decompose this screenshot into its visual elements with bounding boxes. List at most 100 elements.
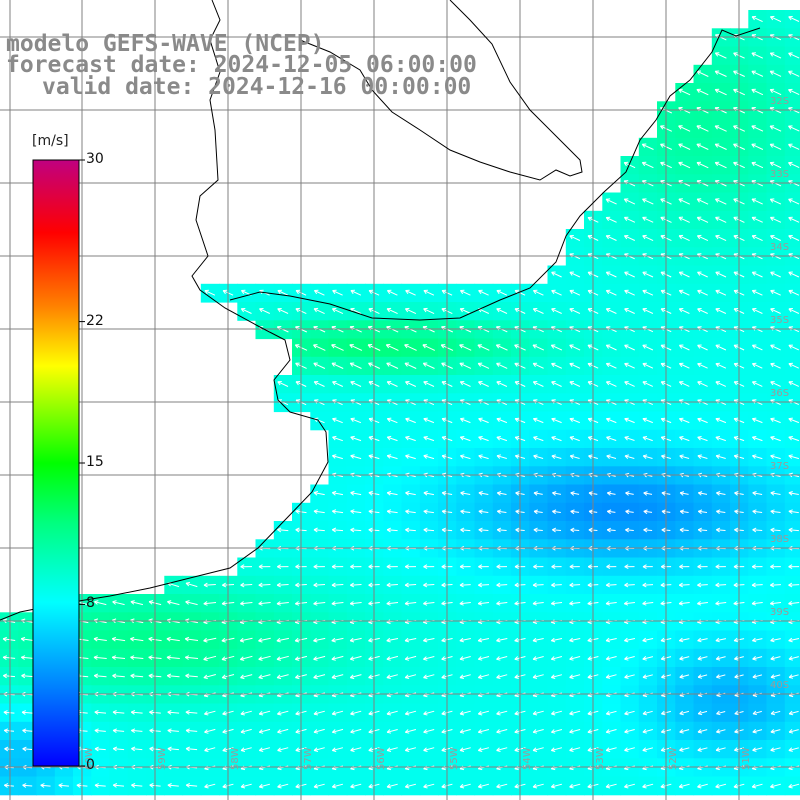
- wind-arrow: [405, 490, 416, 496]
- wind-arrow: [770, 564, 781, 570]
- wind-arrow: [697, 454, 708, 459]
- wind-arrow: [313, 564, 325, 570]
- lon-label: 60W: [84, 747, 95, 770]
- wind-arrow: [258, 783, 271, 789]
- wind-arrow: [386, 509, 398, 514]
- wind-arrow: [605, 656, 617, 661]
- wind-arrow: [770, 15, 782, 23]
- wind-arrow: [386, 435, 398, 442]
- wind-arrow: [770, 729, 781, 734]
- wind-arrow: [569, 747, 581, 752]
- wind-arrow: [22, 746, 33, 752]
- wind-arrow: [331, 783, 344, 789]
- wind-arrow: [714, 125, 727, 132]
- wind-arrow: [714, 143, 727, 150]
- wind-arrow: [532, 381, 544, 387]
- wind-arrow: [386, 783, 398, 789]
- wind-arrow: [185, 746, 198, 752]
- wind-arrow: [276, 637, 290, 643]
- wind-arrow: [642, 381, 654, 387]
- wind-arrow: [331, 710, 344, 716]
- wind-arrow: [477, 600, 490, 606]
- wind-arrow: [569, 600, 581, 606]
- wind-arrow: [459, 656, 471, 661]
- wind-arrow: [349, 601, 362, 606]
- wind-arrow: [385, 344, 399, 351]
- wind-arrow: [605, 747, 617, 752]
- wind-cell: [784, 64, 800, 84]
- wind-arrow: [203, 637, 217, 643]
- wind-arrow: [167, 600, 180, 606]
- wind-arrow: [551, 600, 563, 606]
- wind-arrow: [697, 564, 708, 570]
- wind-arrow: [350, 381, 362, 387]
- wind-arrow: [240, 710, 252, 716]
- wind-arrow: [496, 381, 508, 387]
- wind-arrow: [642, 656, 654, 661]
- wind-arrow: [788, 143, 800, 150]
- wind-arrow: [258, 674, 271, 680]
- wind-arrow: [678, 783, 690, 789]
- wind-arrow: [550, 747, 563, 752]
- wind-arrow: [203, 601, 217, 606]
- wind-arrow: [697, 747, 708, 752]
- wind-arrow: [405, 527, 416, 533]
- wind-arrow: [496, 564, 508, 570]
- wind-arrow: [496, 527, 507, 533]
- wind-arrow: [716, 527, 726, 533]
- wind-arrow: [752, 491, 763, 496]
- wind-arrow: [350, 490, 362, 496]
- wind-arrow: [697, 289, 708, 296]
- wind-cell: [784, 393, 800, 413]
- wind-arrow: [770, 674, 781, 679]
- wind-arrow: [551, 710, 563, 716]
- wind-arrow: [605, 729, 617, 734]
- lat-label: 32S: [770, 96, 789, 107]
- wind-arrow: [459, 783, 471, 789]
- wind-arrow: [715, 564, 726, 570]
- wind-arrow: [533, 509, 543, 515]
- wind-arrow: [460, 491, 471, 496]
- wind-arrow: [386, 729, 398, 734]
- wind-arrow: [751, 289, 763, 296]
- wind-arrow: [277, 527, 289, 533]
- wind-arrow: [167, 746, 179, 752]
- wind-arrow: [478, 509, 489, 514]
- wind-arrow: [642, 234, 654, 242]
- wind-arrow: [788, 747, 799, 752]
- wind-cell: [784, 46, 800, 66]
- colorbar-tick-label: 8: [86, 595, 95, 611]
- wind-arrow: [422, 362, 435, 369]
- wind-arrow: [495, 344, 508, 351]
- wind-arrow: [404, 655, 417, 661]
- wind-arrow: [167, 728, 179, 734]
- wind-arrow: [496, 747, 508, 752]
- wind-arrow: [130, 636, 144, 642]
- wind-arrow: [716, 509, 726, 515]
- wind-arrow: [477, 729, 490, 734]
- wind-arrow: [679, 491, 689, 496]
- wind-arrow: [478, 491, 489, 496]
- wind-arrow: [350, 582, 362, 588]
- wind-cell: [784, 83, 800, 102]
- title-forecast-date: forecast date: 2024-12-05 06:00:00: [6, 52, 477, 78]
- wind-arrow: [605, 235, 617, 241]
- wind-arrow: [386, 747, 398, 752]
- wind-cell: [784, 210, 800, 230]
- wind-arrow: [678, 289, 690, 296]
- wind-arrow: [679, 436, 690, 442]
- wind-arrow: [641, 161, 654, 169]
- wind-cell: [784, 247, 800, 267]
- wind-arrow: [386, 381, 398, 387]
- wind-arrow: [751, 52, 764, 59]
- wind-arrow: [459, 381, 471, 387]
- wind-arrow: [788, 582, 800, 588]
- wind-arrow: [788, 125, 800, 132]
- wind-arrow: [788, 16, 800, 22]
- wind-arrow: [770, 271, 781, 278]
- wind-arrow: [770, 491, 781, 496]
- colorbar-ticks: [79, 159, 85, 767]
- wind-arrow: [93, 655, 107, 660]
- wind-arrow: [313, 674, 326, 680]
- wind-arrow: [770, 308, 781, 314]
